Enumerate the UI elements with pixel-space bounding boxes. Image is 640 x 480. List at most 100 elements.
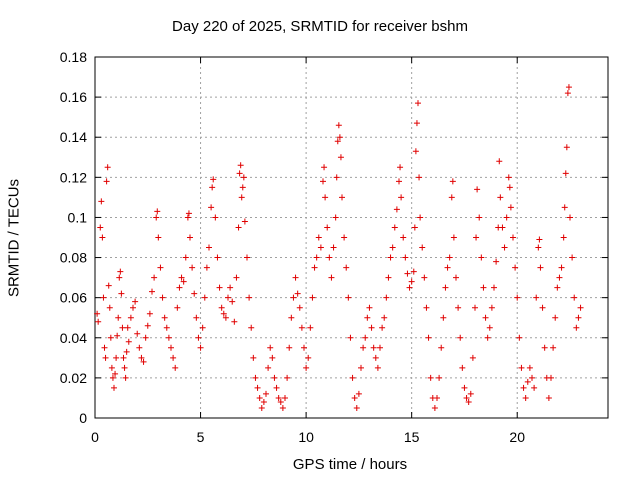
data-point (102, 354, 109, 361)
data-point (550, 344, 557, 351)
data-point (358, 364, 364, 371)
data-point (450, 234, 457, 241)
data-point (431, 404, 438, 411)
data-point (411, 224, 418, 231)
data-point (108, 364, 115, 371)
data-point (214, 254, 221, 261)
y-tick-label: 0.18 (60, 49, 87, 65)
data-point (201, 294, 208, 301)
data-point (115, 314, 122, 321)
data-point (423, 304, 430, 311)
data-point (174, 304, 181, 311)
data-point (476, 214, 483, 221)
data-point (313, 254, 320, 261)
data-point (507, 204, 514, 211)
data-point (396, 178, 402, 185)
data-point (529, 374, 535, 381)
data-point (438, 344, 445, 351)
data-point (349, 374, 356, 381)
x-tick-label: 10 (298, 429, 314, 445)
data-point (117, 268, 124, 275)
y-tick-label: 0.04 (60, 330, 87, 346)
data-point (294, 290, 301, 297)
data-point (562, 170, 569, 177)
data-point (518, 364, 525, 371)
data-point (163, 324, 170, 331)
data-point (463, 394, 470, 401)
data-point (368, 324, 375, 331)
data-point (548, 374, 554, 381)
data-point (277, 398, 284, 405)
y-tick-label: 0.1 (68, 209, 88, 225)
data-point (142, 334, 149, 341)
data-point (440, 314, 447, 321)
x-tick-label: 15 (404, 429, 420, 445)
data-point (168, 344, 174, 351)
data-point (337, 154, 344, 161)
data-point (153, 214, 160, 221)
data-point (573, 324, 580, 331)
data-point (111, 384, 117, 391)
data-point (265, 364, 272, 371)
data-point (250, 354, 257, 361)
data-point (239, 184, 246, 191)
data-point (307, 324, 314, 331)
data-point (488, 304, 495, 311)
data-point (474, 186, 481, 193)
data-point (379, 324, 386, 331)
data-point (172, 364, 179, 371)
data-point (353, 404, 360, 411)
data-point (561, 204, 568, 211)
data-point (536, 236, 543, 243)
data-point (260, 398, 267, 405)
data-point (370, 344, 377, 351)
data-point (185, 210, 192, 217)
data-point (506, 184, 513, 191)
data-point (187, 234, 193, 241)
data-point (155, 234, 162, 241)
data-point (123, 348, 130, 355)
data-point (309, 294, 316, 301)
data-point (347, 334, 354, 341)
data-point (362, 334, 369, 341)
data-point (402, 254, 409, 261)
data-point (191, 290, 198, 297)
data-point (449, 178, 456, 185)
data-point (345, 294, 352, 301)
data-point (360, 344, 367, 351)
data-point (556, 274, 563, 281)
data-point (246, 294, 253, 301)
data-point (120, 354, 127, 361)
data-point (410, 268, 417, 275)
y-tick-label: 0.08 (60, 250, 87, 266)
data-point (209, 184, 216, 191)
x-tick-label: 5 (197, 429, 205, 445)
plot-frame (94, 56, 609, 419)
data-point (385, 274, 392, 281)
data-point (383, 294, 390, 301)
y-tick-label: 0 (79, 410, 87, 426)
data-point (326, 254, 333, 261)
data-point (571, 294, 578, 301)
data-point (216, 284, 223, 291)
data-point (332, 214, 339, 221)
data-point (473, 234, 480, 241)
data-point (122, 374, 129, 381)
data-point (159, 294, 166, 301)
data-point (469, 354, 476, 361)
data-point (271, 374, 278, 381)
data-point (99, 234, 106, 241)
x-tick-label: 0 (91, 429, 99, 445)
data-point (161, 314, 168, 321)
data-point (170, 354, 177, 361)
data-point (193, 314, 200, 321)
data-point (180, 278, 187, 285)
data-point (404, 270, 411, 277)
data-point (151, 274, 158, 281)
data-point (425, 334, 432, 341)
data-point (95, 318, 102, 325)
data-point (444, 264, 451, 271)
data-point (453, 274, 459, 281)
data-point (178, 274, 185, 281)
data-point (107, 334, 114, 341)
